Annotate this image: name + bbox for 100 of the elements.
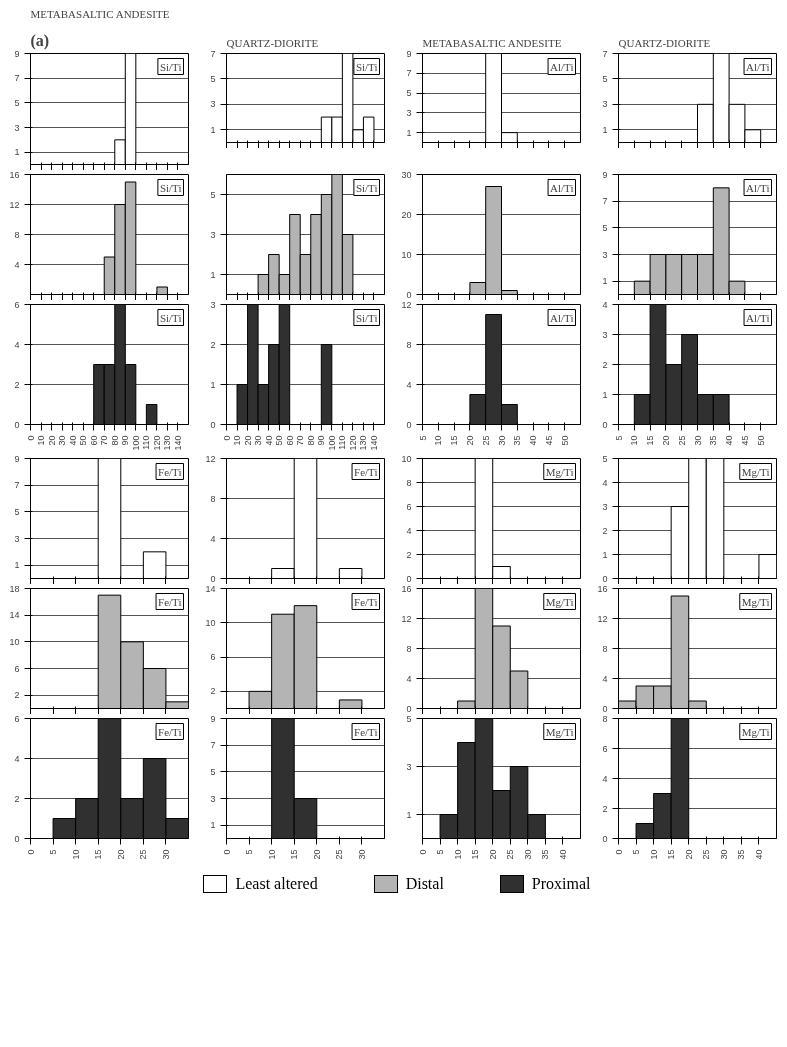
y-tick-label: 0	[14, 419, 20, 430]
x-tick-label: 20	[46, 435, 57, 446]
x-tick-label: 10	[266, 849, 277, 860]
x-tick-label: 60	[88, 435, 99, 446]
y-tick-label: 1	[602, 124, 608, 135]
x-tick-label: 25	[334, 849, 345, 860]
x-tick-label: 25	[676, 435, 687, 446]
x-tick-label: 5	[613, 435, 624, 441]
y-tick-label: 4	[210, 533, 216, 544]
annotation: Mg/Ti	[741, 465, 770, 478]
y-tick-label: 3	[602, 329, 608, 340]
y-tick-label: 3	[602, 501, 608, 512]
y-tick-label: 8	[406, 643, 412, 654]
annotation: Si/Ti	[355, 60, 378, 73]
y-tick-label: 1	[14, 147, 20, 158]
annotation: Fe/Ti	[158, 595, 182, 608]
y-tick-label: 1	[14, 560, 20, 571]
x-tick-label: 10	[232, 435, 243, 446]
x-tick-label: 45	[543, 435, 554, 446]
x-tick-label: 35	[540, 849, 551, 860]
x-tick-label: 140	[368, 435, 379, 451]
y-tick-label: 3	[210, 793, 216, 804]
y-tick-label: 9	[602, 169, 608, 180]
x-tick-label: 25	[480, 435, 491, 446]
annotation: Al/Ti	[746, 181, 770, 194]
y-tick-label: 7	[602, 196, 608, 207]
x-tick-label: 0	[613, 849, 624, 855]
y-tick-label: 6	[14, 299, 20, 310]
y-tick-label: 8	[14, 229, 20, 240]
chart-title: QUARTZ-DIORITE	[226, 36, 319, 49]
y-tick-label: 0	[406, 573, 412, 584]
y-tick-label: 3	[210, 299, 216, 310]
x-tick-label: 110	[141, 435, 152, 450]
y-tick-label: 0	[602, 419, 608, 430]
x-tick-label: 30	[57, 435, 68, 446]
x-tick-label: 40	[528, 435, 539, 446]
x-tick-label: 0	[25, 435, 36, 441]
x-tick-label: 0	[417, 849, 428, 855]
x-tick-label: 50	[78, 435, 89, 446]
x-tick-label: 100	[326, 435, 337, 451]
y-tick-label: 6	[14, 663, 20, 674]
y-tick-label: 8	[210, 493, 216, 504]
y-tick-label: 5	[210, 766, 216, 777]
x-tick-label: 50	[559, 435, 570, 446]
x-tick-label: 90	[120, 435, 131, 446]
x-tick-label: 20	[242, 435, 253, 446]
x-tick-label: 130	[358, 435, 369, 451]
x-tick-label: 25	[505, 849, 516, 860]
y-tick-label: 1	[406, 127, 412, 138]
y-tick-label: 14	[9, 610, 20, 621]
annotation: Si/Ti	[159, 60, 182, 73]
x-tick-label: 10	[452, 849, 463, 860]
x-tick-label: 40	[67, 435, 78, 446]
legend-label: Least altered	[235, 874, 318, 894]
y-tick-label: 2	[406, 549, 412, 560]
y-tick-label: 6	[602, 743, 608, 754]
y-tick-label: 7	[14, 73, 20, 84]
x-tick-label: 10	[648, 849, 659, 860]
y-tick-label: 5	[210, 73, 216, 84]
x-tick-label: 120	[347, 435, 358, 451]
y-tick-label: 5	[406, 88, 412, 99]
y-tick-label: 5	[602, 222, 608, 233]
annotation: Mg/Ti	[545, 725, 574, 738]
annotation: Al/Ti	[550, 60, 574, 73]
y-tick-label: 10	[205, 617, 216, 628]
annotation: Al/Ti	[550, 311, 574, 324]
y-tick-label: 0	[406, 289, 412, 300]
x-tick-label: 110	[337, 435, 348, 450]
annotation: Si/Ti	[159, 311, 182, 324]
annotation: Al/Ti	[746, 60, 770, 73]
x-tick-label: 40	[263, 435, 274, 446]
y-tick-label: 6	[406, 501, 412, 512]
x-tick-label: 120	[151, 435, 162, 451]
y-tick-label: 10	[401, 249, 412, 260]
x-tick-label: 30	[692, 435, 703, 446]
y-tick-label: 3	[210, 229, 216, 240]
y-tick-label: 3	[14, 533, 20, 544]
x-tick-label: 0	[25, 849, 36, 855]
annotation: Fe/Ti	[158, 725, 182, 738]
y-tick-label: 1	[602, 276, 608, 287]
y-tick-label: 1	[210, 820, 216, 831]
y-tick-label: 16	[597, 583, 608, 594]
x-tick-label: 25	[701, 849, 712, 860]
x-tick-label: 60	[284, 435, 295, 446]
y-tick-label: 1	[602, 389, 608, 400]
y-tick-label: 7	[602, 48, 608, 59]
y-tick-label: 4	[406, 673, 412, 684]
annotation: Fe/Ti	[354, 595, 378, 608]
y-tick-label: 8	[406, 339, 412, 350]
x-tick-label: 20	[660, 435, 671, 446]
y-tick-label: 30	[401, 169, 412, 180]
annotation: Mg/Ti	[741, 725, 770, 738]
y-tick-label: 7	[14, 480, 20, 491]
x-tick-label: 50	[755, 435, 766, 446]
y-tick-label: 5	[210, 189, 216, 200]
y-tick-label: 3	[14, 122, 20, 133]
annotation: Fe/Ti	[354, 725, 378, 738]
x-tick-label: 40	[724, 435, 735, 446]
y-tick-label: 2	[14, 379, 20, 390]
x-tick-label: 0	[221, 849, 232, 855]
